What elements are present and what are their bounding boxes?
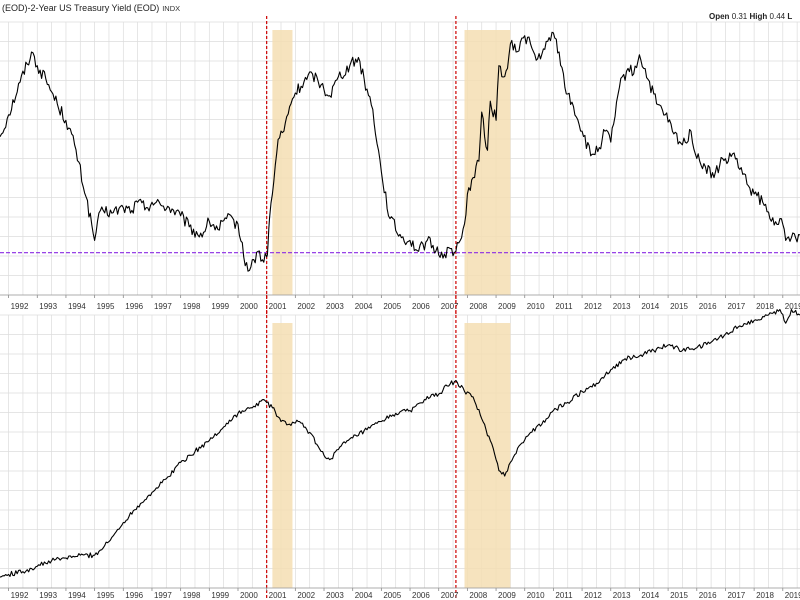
x-tick-label: 2008: [469, 591, 487, 600]
x-tick-label: 2009: [498, 302, 516, 311]
x-tick-label: 2017: [727, 591, 745, 600]
x-tick-label: 2014: [641, 302, 659, 311]
x-tick-label: 2004: [355, 591, 373, 600]
x-tick-label: 1996: [125, 302, 143, 311]
x-tick-label: 1997: [154, 591, 172, 600]
x-tick-label: 2016: [699, 302, 717, 311]
series-line: [0, 31, 800, 272]
x-tick-label: 2010: [527, 591, 545, 600]
x-tick-label: 2015: [670, 591, 688, 600]
x-tick-label: 2013: [613, 302, 631, 311]
x-tick-label: 2019: [785, 302, 800, 311]
x-tick-label: 1999: [211, 302, 229, 311]
x-tick-label: 2016: [699, 591, 717, 600]
x-tick-label: 2013: [613, 591, 631, 600]
x-tick-label: 2003: [326, 591, 344, 600]
x-tick-label: 2009: [498, 591, 516, 600]
x-tick-label: 2005: [383, 591, 401, 600]
x-tick-label: 1999: [211, 591, 229, 600]
x-tick-label: 2000: [240, 302, 258, 311]
ohlc-readout: Open 0.31 High 0.44 L: [0, 0, 800, 21]
x-tick-label: 2015: [670, 302, 688, 311]
x-tick-label: 1995: [97, 302, 115, 311]
x-tick-label: 2005: [383, 302, 401, 311]
x-tick-label: 1994: [68, 591, 86, 600]
x-tick-label: 2012: [584, 591, 602, 600]
exchange-label: INDX: [162, 4, 181, 13]
x-tick-label: 1998: [183, 302, 201, 311]
chart-title-text: (EOD)-2-Year US Treasury Yield (EOD): [2, 3, 160, 13]
x-tick-label: 2001: [269, 302, 287, 311]
x-tick-label: 2017: [727, 302, 745, 311]
x-tick-label: 1992: [11, 302, 29, 311]
series-line: [0, 308, 800, 578]
x-tick-label: 1993: [39, 591, 57, 600]
x-tick-label: 2006: [412, 302, 430, 311]
shaded-range: [464, 323, 511, 588]
x-tick-label: 1996: [125, 591, 143, 600]
open-label: Open: [709, 12, 730, 21]
x-tick-label: 2019: [785, 591, 800, 600]
x-tick-label: 2002: [297, 591, 315, 600]
shaded-range: [464, 30, 511, 295]
x-tick-label: 2018: [756, 302, 774, 311]
chart-header: (EOD)-2-Year US Treasury Yield (EOD) INDX: [0, 0, 800, 16]
x-tick-label: 2011: [555, 302, 573, 311]
x-tick-label: 2000: [240, 591, 258, 600]
shaded-range: [272, 323, 293, 588]
x-tick-label: 2007: [441, 591, 459, 600]
x-tick-label: 2008: [469, 302, 487, 311]
x-tick-label: 2012: [584, 302, 602, 311]
x-tick-label: 2004: [355, 302, 373, 311]
x-tick-label: 1998: [183, 591, 201, 600]
chart-title: (EOD)-2-Year US Treasury Yield (EOD) INDX: [2, 3, 180, 13]
high-value: 0.44: [769, 12, 786, 21]
x-tick-label: 2001: [269, 591, 287, 600]
low-label: L: [787, 12, 793, 21]
shaded-range: [272, 30, 293, 295]
x-tick-label: 2014: [641, 591, 659, 600]
x-tick-label: 2007: [441, 302, 459, 311]
x-tick-label: 2011: [555, 591, 573, 600]
x-tick-label: 2006: [412, 591, 430, 600]
x-tick-label: 2003: [326, 302, 344, 311]
x-tick-label: 2002: [297, 302, 315, 311]
x-tick-label: 2018: [756, 591, 774, 600]
x-tick-label: 1992: [11, 591, 29, 600]
ohlc-values: Open 0.31 High 0.44 L: [709, 12, 792, 21]
x-tick-label: 1997: [154, 302, 172, 311]
x-tick-label: 1993: [39, 302, 57, 311]
open-value: 0.31: [731, 12, 748, 21]
x-tick-label: 1994: [68, 302, 86, 311]
x-tick-label: 1995: [97, 591, 115, 600]
high-label: High: [749, 12, 768, 21]
x-tick-label: 2010: [527, 302, 545, 311]
